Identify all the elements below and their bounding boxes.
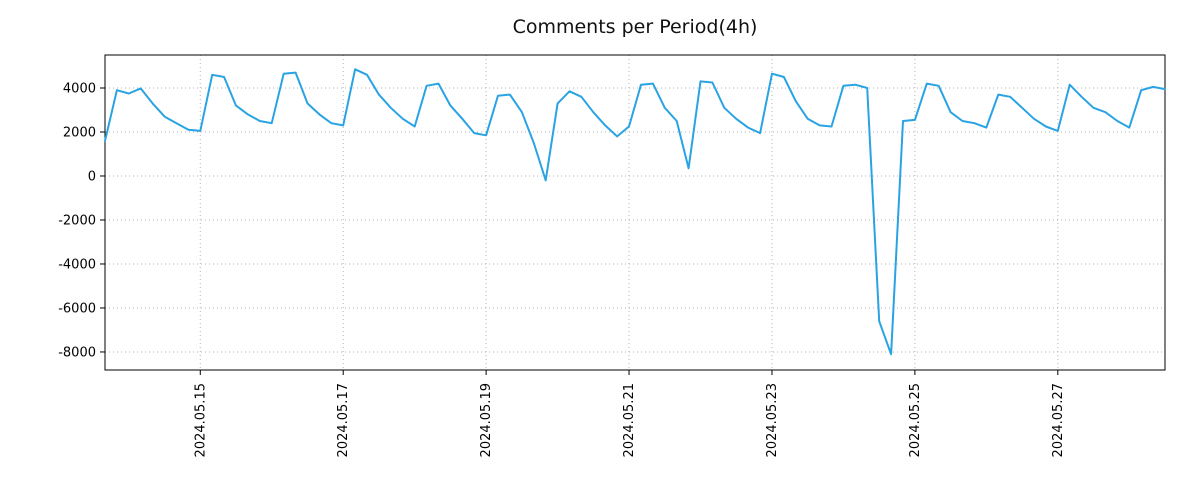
x-tick-label: 2024.05.19 <box>479 383 494 457</box>
x-tick-label: 2024.05.15 <box>193 383 208 457</box>
x-tick-label: 2024.05.23 <box>765 383 780 457</box>
y-tick-label: 0 <box>88 169 96 184</box>
chart-title: Comments per Period(4h) <box>512 16 758 38</box>
x-tick-label: 2024.05.25 <box>908 383 923 457</box>
y-tick-label: -8000 <box>58 345 96 360</box>
x-tick-label: 2024.05.21 <box>622 383 637 457</box>
y-tick-label: 4000 <box>63 81 96 96</box>
y-tick-label: -4000 <box>58 257 96 272</box>
y-tick-label: 2000 <box>63 125 96 140</box>
y-tick-label: -6000 <box>58 301 96 316</box>
y-tick-label: -2000 <box>58 213 96 228</box>
plot-border <box>104 54 1166 371</box>
x-tick-label: 2024.05.27 <box>1051 383 1066 457</box>
series-line <box>104 68 1166 356</box>
x-tick-label: 2024.05.17 <box>336 383 351 457</box>
